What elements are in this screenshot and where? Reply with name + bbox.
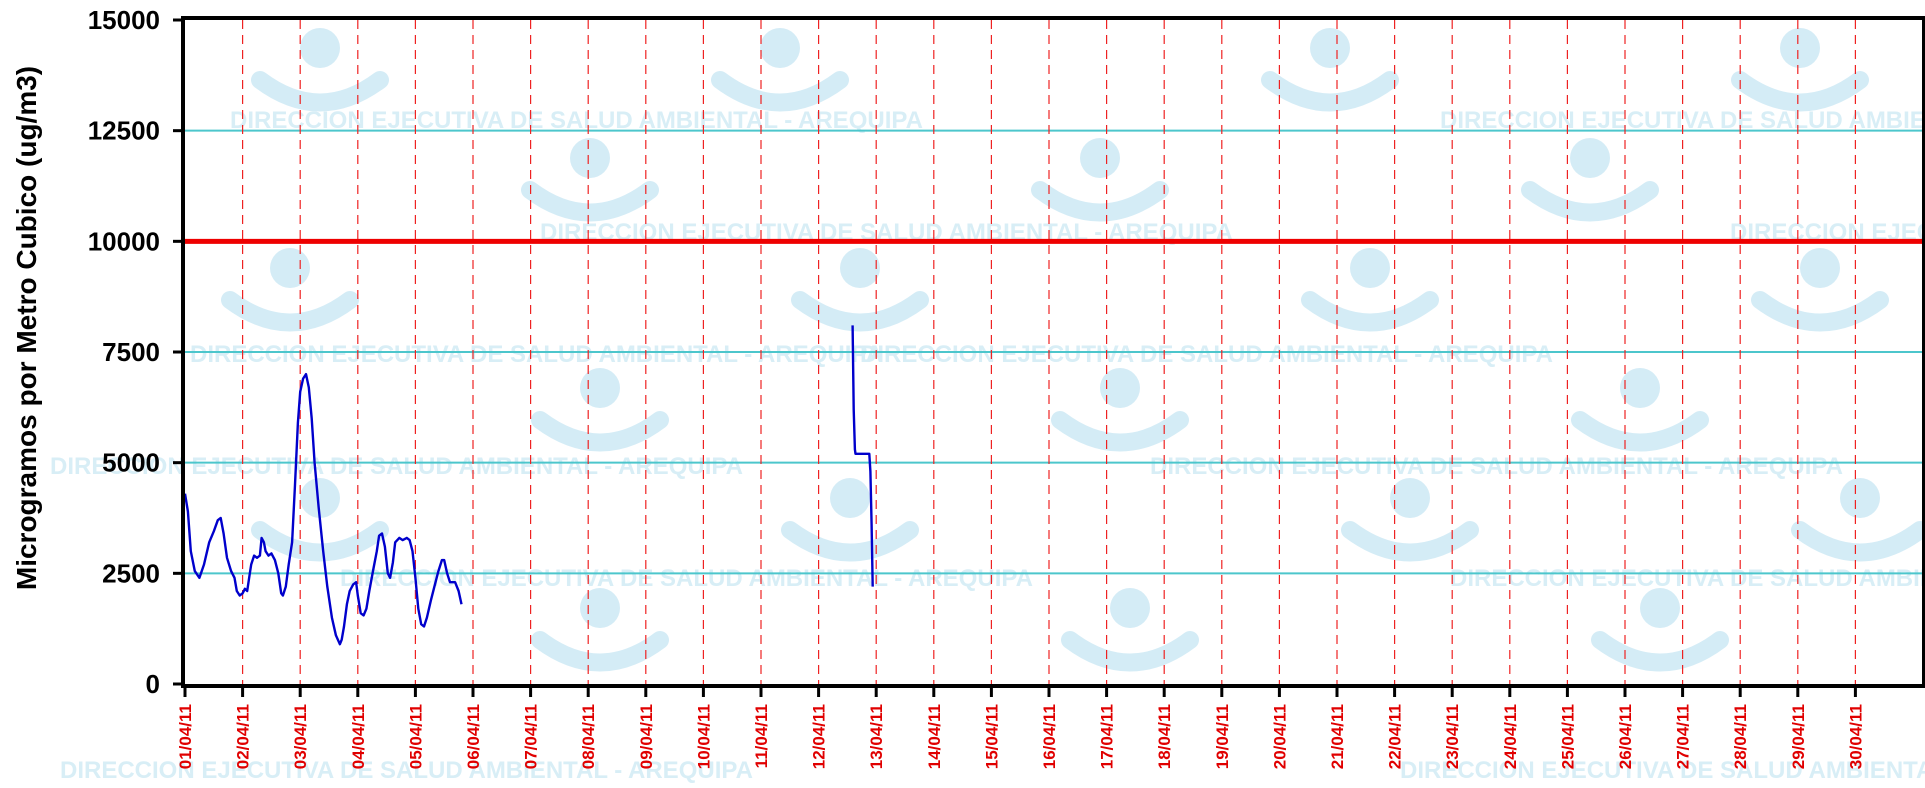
x-tick-label: 04/04/11 [349,704,368,769]
x-tick-label: 19/04/11 [1213,704,1232,769]
x-tick-label: 05/04/11 [406,704,425,769]
watermark-logo-head [1800,248,1840,288]
watermark-logo-arc [1591,631,1729,672]
watermark-logo-head [1780,28,1820,68]
watermark-logo-arc [1031,181,1169,222]
x-tick-label: 28/04/11 [1731,704,1750,769]
watermark-logo-arc [1731,71,1869,112]
watermark-text: DIRECCION EJECUTIVA DE SALUD AMBIENTAL -… [860,341,1553,368]
watermark-logo-arc [1341,521,1479,562]
x-tick-label: 20/04/11 [1270,704,1289,769]
watermark-logo-head [1620,368,1660,408]
watermark-logo-head [840,248,880,288]
watermark-logo-arc [251,71,389,112]
x-axis-ticks: 01/04/11 02/04/11 03/04/11 04/04/11 05/04/11… [176,686,1865,769]
x-tick-label: 13/04/11 [867,704,886,769]
x-tick-label: 01/04/11 [176,704,195,769]
x-tick-label: 16/04/11 [1040,704,1059,769]
watermark-logo-arc [781,521,919,562]
watermark-logo-arc [221,291,359,332]
x-tick-label: 07/04/11 [522,704,541,769]
watermark-logo-head [1840,478,1880,518]
y-axis-ticks: 0 2500 5000 7500 10000 12500 15000 [88,5,185,699]
x-tick-label: 08/04/11 [579,704,598,769]
watermark-logo-arc [1521,181,1659,222]
watermark-logo-head [1110,588,1150,628]
x-tick-label: 27/04/11 [1674,704,1693,769]
watermark-text: DIRECCION EJECUTIVA DE SALUD AMBIENTAL -… [1400,757,1925,784]
watermark-logo-head [570,138,610,178]
watermark-text: DIRECCION EJECUTIVA DE SALUD AMBIENTAL -… [50,453,743,480]
x-tick-label: 09/04/11 [637,704,656,769]
watermark-logo-head [830,478,870,518]
watermark-logo-arc [1571,411,1709,452]
watermark-logo-head [1570,138,1610,178]
watermark-logo-head [580,588,620,628]
x-tick-label: 11/04/11 [752,704,771,768]
y-tick-label: 15000 [88,5,160,35]
series-line [183,372,463,646]
watermark-logo-arc [1261,71,1399,112]
watermark-logo-head [1100,368,1140,408]
watermark-text: DIRECCION EJECUTIVA DE SALUD AMBIENTAL -… [1150,453,1843,480]
watermark-text: DIRECCION EJECUTIVA DE SALUD AMBIENTAL -… [60,757,753,784]
y-tick-label: 5000 [102,448,160,478]
watermark-logo-head [1350,248,1390,288]
watermark-text: DIRECCION EJECUTIVA DE SALUD AMBIENTAL -… [340,565,1033,592]
watermark-logo-arc [531,631,669,672]
vertical-gridlines [242,20,1857,684]
x-tick-label: 24/04/11 [1501,704,1520,769]
x-tick-label: 14/04/11 [925,704,944,769]
series-lines [183,325,874,646]
watermark-logo-arc [1301,291,1439,332]
x-tick-label: 02/04/11 [234,704,253,769]
watermark-logo-head [760,28,800,68]
watermark-logo-arc [711,71,849,112]
watermark-logo-head [580,368,620,408]
watermark-text: DIRECCION EJECUTIVA DE SALUD AMBIENTAL -… [230,107,923,134]
y-axis-label: Microgramos por Metro Cubico (ug/m3) [11,66,42,590]
watermark-logo-head [1640,588,1680,628]
x-tick-label: 25/04/11 [1558,704,1577,769]
y-tick-label: 0 [146,669,160,699]
x-tick-label: 18/04/11 [1155,704,1174,769]
x-tick-label: 29/04/11 [1789,704,1808,769]
y-tick-label: 10000 [88,226,160,256]
watermark-logo-head [300,478,340,518]
y-tick-label: 2500 [102,558,160,588]
series-line [851,325,874,587]
horizontal-gridlines [185,129,1922,575]
watermark-logo-head [270,248,310,288]
watermark-logo-arc [791,291,929,332]
watermark: DIRECCION EJECUTIVA DE SALUD AMBIENTAL -… [50,28,1925,784]
x-tick-label: 23/04/11 [1443,704,1462,769]
x-tick-label: 17/04/11 [1098,704,1117,769]
watermark-logo-arc [531,411,669,452]
x-tick-label: 03/04/11 [291,704,310,769]
watermark-logo-head [1080,138,1120,178]
watermark-logo-head [1310,28,1350,68]
watermark-logo-head [300,28,340,68]
y-tick-label: 12500 [88,116,160,146]
y-tick-label: 7500 [102,337,160,367]
watermark-text: DIRECCION EJECUTIVA DE SALUD AMBIENTAL -… [1450,565,1925,592]
watermark-logo-arc [1051,411,1189,452]
x-tick-label: 26/04/11 [1616,704,1635,769]
x-tick-label: 30/04/11 [1846,704,1865,769]
x-tick-label: 06/04/11 [464,704,483,769]
x-tick-label: 15/04/11 [982,704,1001,769]
x-tick-label: 12/04/11 [810,704,829,769]
x-tick-label: 22/04/11 [1386,704,1405,769]
x-tick-label: 10/04/11 [694,704,713,769]
watermark-text: DIRECCION EJECUTIVA DE SALUD AMBIENTAL -… [190,341,883,368]
watermark-logo-arc [521,181,659,222]
x-tick-label: 21/04/11 [1328,704,1347,769]
watermark-logo-arc [1751,291,1889,332]
watermark-logo-arc [1061,631,1199,672]
watermark-logo-arc [251,521,389,562]
watermark-logo-arc [1791,521,1925,562]
watermark-logo-head [1390,478,1430,518]
